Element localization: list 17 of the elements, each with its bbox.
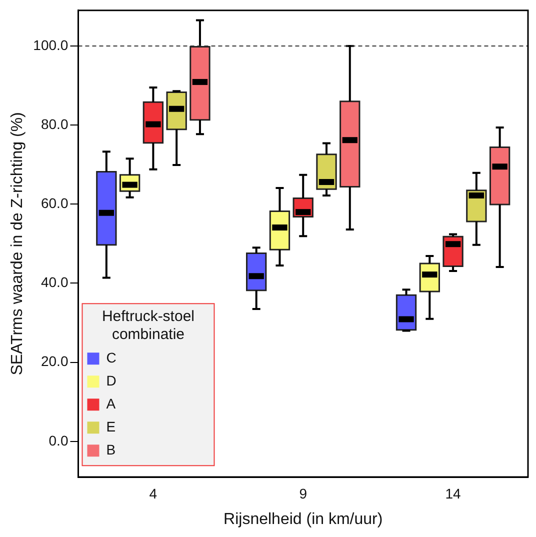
y-tick-label: 20.0: [40, 353, 68, 370]
legend-label: E: [106, 418, 116, 434]
legend-title: Heftruck-stoel combinatie: [102, 308, 194, 344]
legend-label: A: [106, 395, 116, 412]
y-tick-label: 100.0: [33, 36, 68, 53]
y-tick-label: 60.0: [40, 195, 68, 212]
x-tick-label: 4: [149, 485, 158, 502]
legend-label: B: [106, 441, 116, 458]
x-axis-title: Rijsnelheid (in km/uur): [224, 510, 383, 528]
y-tick-label: 40.0: [40, 274, 68, 290]
y-tick-label: 80.0: [40, 116, 68, 132]
y-tick-label: 0.0: [48, 432, 68, 448]
legend-label: C: [106, 349, 116, 366]
legend-label: D: [106, 372, 116, 388]
x-tick-label: 14: [445, 485, 462, 502]
y-axis-title: SEATrms waarde in de Z-richting (%): [9, 112, 26, 376]
x-tick-label: 9: [299, 485, 308, 502]
